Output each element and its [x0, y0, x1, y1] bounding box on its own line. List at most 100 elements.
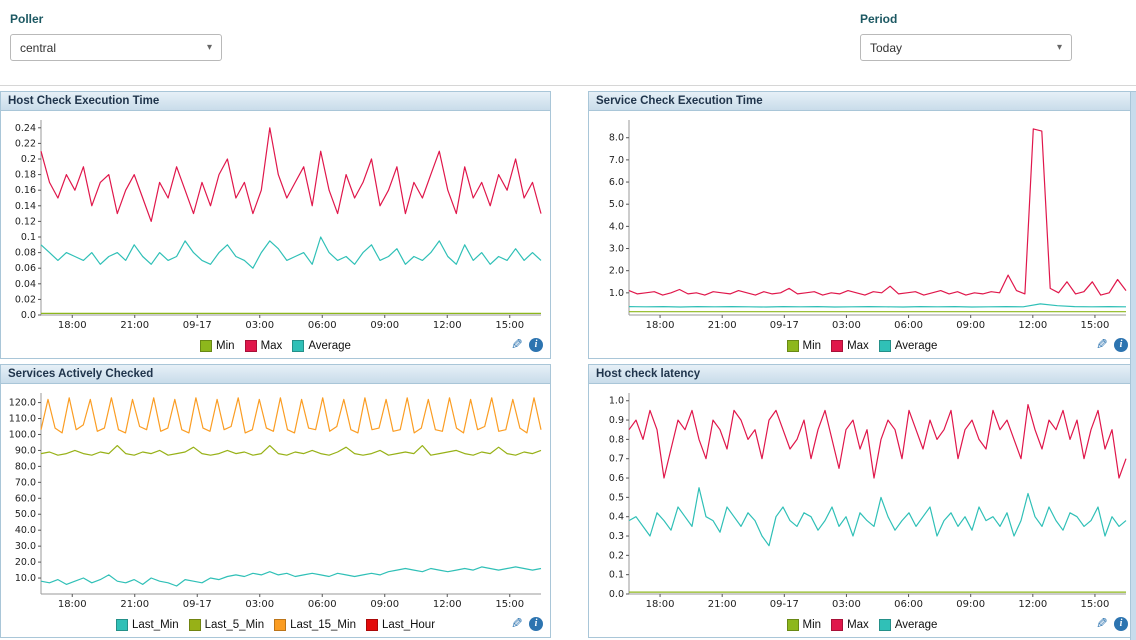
legend-swatch: [200, 339, 213, 352]
info-icon[interactable]: i: [529, 616, 543, 631]
svg-text:0.3: 0.3: [609, 531, 624, 542]
charts-grid: Host Check Execution Time 0.0 0.02 0.04 0.0…: [0, 91, 1136, 638]
legend-swatch: [365, 618, 378, 631]
svg-text:0.24: 0.24: [15, 123, 36, 134]
legend-item[interactable]: Min: [786, 618, 821, 631]
svg-text:0.12: 0.12: [15, 216, 36, 227]
svg-text:15:00: 15:00: [495, 320, 524, 331]
svg-text:8.0: 8.0: [609, 133, 624, 144]
svg-text:0.1: 0.1: [21, 232, 36, 243]
svg-text:90.0: 90.0: [15, 445, 36, 456]
panel-header: Host check latency: [589, 365, 1135, 384]
chart-legend: Last_Min Last_5_Min Last_15_Min Last_Hour: [115, 618, 436, 631]
panel-footer: Min Max Average ✎ i: [589, 612, 1135, 637]
legend-label: Last_15_Min: [290, 618, 356, 631]
svg-text:06:00: 06:00: [308, 599, 337, 610]
edit-icon[interactable]: ✎: [1096, 615, 1108, 631]
legend-swatch: [274, 618, 287, 631]
legend-label: Average: [894, 618, 938, 631]
svg-text:60.0: 60.0: [15, 493, 36, 504]
svg-text:10.0: 10.0: [15, 573, 36, 584]
svg-text:21:00: 21:00: [708, 599, 737, 610]
panel-footer: Last_Min Last_5_Min Last_15_Min Last_Hour ✎…: [1, 612, 550, 637]
svg-text:0.6: 0.6: [609, 473, 624, 484]
legend-item[interactable]: Average: [878, 339, 938, 352]
legend-item[interactable]: Last_Hour: [365, 618, 436, 631]
legend-item[interactable]: Min: [786, 339, 822, 352]
svg-text:09:00: 09:00: [956, 320, 985, 331]
edit-icon[interactable]: ✎: [511, 336, 523, 352]
legend-label: Max: [847, 618, 869, 631]
edit-icon[interactable]: ✎: [1096, 336, 1108, 352]
chart-legend: Min Max Average: [200, 339, 351, 352]
legend-swatch: [115, 618, 128, 631]
panel-header: Host Check Execution Time: [1, 92, 550, 111]
info-icon[interactable]: i: [1114, 337, 1128, 352]
svg-text:0.0: 0.0: [21, 310, 36, 321]
legend-label: Average: [894, 339, 938, 352]
scrollbar[interactable]: [1130, 92, 1136, 640]
info-icon[interactable]: i: [529, 337, 543, 352]
period-select-value: Today: [870, 40, 903, 55]
svg-text:0.14: 0.14: [15, 201, 36, 212]
svg-text:0.5: 0.5: [609, 492, 624, 503]
svg-text:0.16: 0.16: [15, 185, 36, 196]
svg-text:06:00: 06:00: [894, 599, 923, 610]
panel-footer: Min Max Average ✎ i: [1, 333, 550, 358]
legend-label: Last_Hour: [381, 618, 436, 631]
svg-text:15:00: 15:00: [1081, 320, 1110, 331]
legend-swatch: [786, 339, 799, 352]
svg-text:09:00: 09:00: [370, 599, 399, 610]
legend-item[interactable]: Max: [244, 339, 282, 352]
period-label: Period: [860, 12, 898, 26]
svg-text:21:00: 21:00: [120, 599, 149, 610]
svg-text:80.0: 80.0: [15, 461, 36, 472]
legend-item[interactable]: Min: [200, 339, 235, 352]
svg-text:50.0: 50.0: [15, 509, 36, 520]
svg-text:03:00: 03:00: [245, 320, 274, 331]
panel-host-check-execution-time: Host Check Execution Time 0.0 0.02 0.04 0.0…: [0, 91, 551, 359]
chevron-down-icon: ▾: [206, 42, 212, 53]
info-icon[interactable]: i: [1114, 616, 1128, 631]
svg-text:09-17: 09-17: [770, 320, 799, 331]
svg-text:0.06: 0.06: [15, 263, 36, 274]
poller-select[interactable]: central ▾: [10, 34, 222, 61]
legend-item[interactable]: Max: [831, 618, 869, 631]
svg-text:120.0: 120.0: [9, 398, 36, 409]
legend-swatch: [831, 618, 844, 631]
legend-label: Min: [216, 339, 235, 352]
svg-text:0.02: 0.02: [15, 294, 36, 305]
panel-services-actively-checked: Services Actively Checked 10.0 20.0 30.0 40…: [0, 364, 551, 638]
filter-bar: Poller central ▾ Period Today ▾: [0, 0, 1136, 86]
svg-text:0.8: 0.8: [609, 434, 624, 445]
svg-text:110.0: 110.0: [9, 414, 36, 425]
legend-swatch: [831, 339, 844, 352]
svg-text:12:00: 12:00: [433, 599, 462, 610]
svg-text:0.0: 0.0: [609, 589, 624, 600]
svg-text:06:00: 06:00: [308, 320, 337, 331]
edit-icon[interactable]: ✎: [511, 615, 523, 631]
legend-item[interactable]: Last_15_Min: [274, 618, 356, 631]
legend-label: Last_Min: [131, 618, 179, 631]
svg-text:21:00: 21:00: [120, 320, 149, 331]
chart-legend: Min Max Average: [786, 339, 938, 352]
legend-item[interactable]: Max: [831, 339, 869, 352]
svg-text:0.22: 0.22: [15, 138, 36, 149]
panel-title: Host Check Execution Time: [8, 95, 160, 107]
legend-item[interactable]: Average: [878, 618, 938, 631]
poller-select-value: central: [20, 40, 57, 55]
svg-text:0.18: 0.18: [15, 170, 36, 181]
svg-text:09-17: 09-17: [183, 599, 212, 610]
legend-label: Min: [802, 339, 822, 352]
legend-item[interactable]: Last_5_Min: [188, 618, 264, 631]
svg-text:0.2: 0.2: [609, 550, 624, 561]
panel-header: Service Check Execution Time: [589, 92, 1135, 111]
svg-text:0.9: 0.9: [609, 415, 624, 426]
svg-text:0.04: 0.04: [15, 279, 36, 290]
legend-item[interactable]: Average: [292, 339, 351, 352]
panel-title: Service Check Execution Time: [596, 95, 763, 107]
legend-item[interactable]: Last_Min: [115, 618, 179, 631]
svg-text:09:00: 09:00: [956, 599, 985, 610]
period-select[interactable]: Today ▾: [860, 34, 1072, 61]
svg-text:2.0: 2.0: [609, 266, 624, 277]
